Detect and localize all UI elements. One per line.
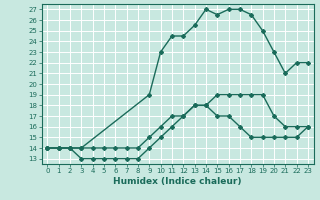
X-axis label: Humidex (Indice chaleur): Humidex (Indice chaleur) (113, 177, 242, 186)
